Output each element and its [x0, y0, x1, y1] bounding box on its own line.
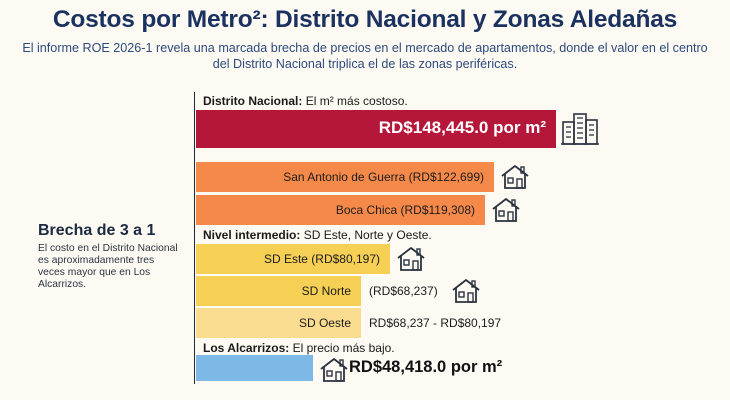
bar-label-sd-este: SD Este (RD$80,197)	[263, 252, 380, 266]
bar-label-sd-norte: SD Norte	[301, 284, 351, 298]
bar-distrito-nacional	[196, 110, 556, 148]
group-label-alcarrizos: Los Alcarrizos: El precio más bajo.	[203, 341, 395, 355]
house-icon-holder-sd-este	[396, 246, 426, 277]
bar-boca-chica	[196, 195, 485, 225]
group-label-intermedio: Nivel intermedio: SD Este, Norte y Oeste…	[203, 228, 432, 242]
group-label-alcarrizos-text: El precio más bajo.	[289, 341, 395, 355]
house-icon	[452, 279, 480, 303]
bar-label-san-antonio-de-guerra: San Antonio de Guerra (RD$122,699)	[283, 170, 484, 184]
bar-label-los-alcarrizos: RD$48,418.0 por m²	[349, 358, 503, 376]
chart-axis-line	[194, 92, 195, 384]
bar-sd-norte	[196, 276, 361, 306]
bar-sd-este	[196, 244, 390, 274]
building-icon	[561, 113, 599, 145]
house-icon	[492, 198, 520, 222]
side-note-body: El costo en el Distrito Nacional es apro…	[38, 243, 178, 290]
group-label-distrito-text: El m² más costoso.	[302, 94, 408, 108]
group-label-alcarrizos-bold: Los Alcarrizos:	[203, 341, 290, 355]
group-label-distrito-bold: Distrito Nacional:	[203, 94, 303, 108]
house-icon-holder-los-alcarrizos	[319, 357, 349, 388]
page-subtitle: El informe ROE 2026-1 revela una marcada…	[22, 41, 708, 71]
bar-label-boca-chica: Boca Chica (RD$119,308)	[335, 203, 475, 217]
bar-outside-label-sd-oeste: RD$68,237 - RD$80,197	[369, 316, 502, 330]
group-label-intermedio-bold: Nivel intermedio:	[203, 228, 301, 242]
house-icon	[320, 358, 348, 382]
bar-sd-oeste	[196, 308, 361, 338]
page-title: Costos por Metro²: Distrito Nacional y Z…	[52, 6, 678, 33]
house-icon-holder-boca-chica	[491, 197, 521, 228]
house-icon	[397, 247, 425, 271]
house-icon-holder-san-antonio-de-guerra	[500, 164, 530, 195]
house-icon	[501, 165, 529, 189]
bar-label-sd-oeste: SD Oeste	[298, 316, 351, 330]
group-label-intermedio-text: SD Este, Norte y Oeste.	[300, 228, 432, 242]
bar-label-distrito-nacional: RD$148,445.0 por m²	[378, 118, 546, 137]
house-icon-holder-sd-norte	[451, 278, 481, 309]
side-note-heading: Brecha de 3 a 1	[38, 222, 156, 239]
building-icon-holder-distrito-nacional	[560, 110, 600, 151]
bar-san-antonio-de-guerra	[196, 162, 494, 192]
group-label-distrito: Distrito Nacional: El m² más costoso.	[203, 94, 408, 108]
bar-los-alcarrizos	[196, 355, 313, 381]
bar-outside-label-sd-norte: (RD$68,237)	[369, 284, 438, 298]
